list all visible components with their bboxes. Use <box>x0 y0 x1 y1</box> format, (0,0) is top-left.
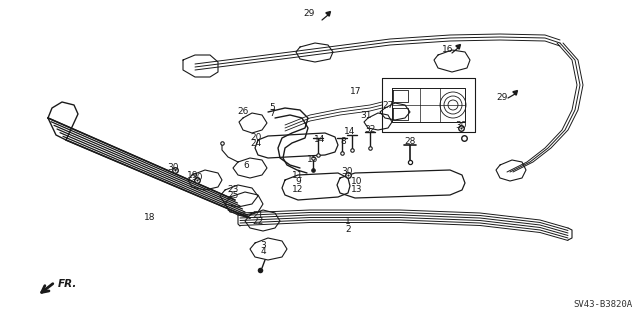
Text: FR.: FR. <box>58 279 77 289</box>
Text: 11: 11 <box>292 170 304 180</box>
Text: 17: 17 <box>350 87 362 97</box>
Text: 1: 1 <box>345 218 351 226</box>
Text: 26: 26 <box>237 107 249 115</box>
Text: 9: 9 <box>295 177 301 187</box>
Text: 18: 18 <box>144 212 156 221</box>
Text: 29: 29 <box>496 93 508 101</box>
Text: 2: 2 <box>345 225 351 234</box>
Text: 13: 13 <box>351 184 363 194</box>
Text: 21: 21 <box>252 211 264 219</box>
Text: 27: 27 <box>382 100 394 109</box>
Text: 5: 5 <box>269 102 275 112</box>
Text: 15: 15 <box>307 154 319 164</box>
Text: 16: 16 <box>442 44 454 54</box>
Text: 32: 32 <box>364 124 376 133</box>
Text: 30: 30 <box>191 173 203 182</box>
Text: 14: 14 <box>314 136 326 145</box>
Text: 7: 7 <box>269 109 275 118</box>
Text: 23: 23 <box>227 184 239 194</box>
Text: 31: 31 <box>360 110 372 120</box>
Text: 24: 24 <box>250 139 262 149</box>
Text: 10: 10 <box>351 177 363 187</box>
Text: 30: 30 <box>341 167 353 176</box>
Text: 14: 14 <box>344 128 356 137</box>
Text: 19: 19 <box>188 170 199 180</box>
Text: 12: 12 <box>292 184 304 194</box>
Text: 30: 30 <box>455 121 467 130</box>
Text: SV43-B3820A: SV43-B3820A <box>573 300 632 309</box>
Text: 4: 4 <box>260 248 266 256</box>
Text: 22: 22 <box>252 218 264 226</box>
Text: 6: 6 <box>243 160 249 169</box>
Text: 20: 20 <box>250 132 262 142</box>
Text: 25: 25 <box>227 191 239 201</box>
Text: 3: 3 <box>260 241 266 249</box>
Text: 8: 8 <box>340 137 346 146</box>
Text: 29: 29 <box>303 10 315 19</box>
Text: 30: 30 <box>167 162 179 172</box>
Text: 28: 28 <box>404 137 416 146</box>
